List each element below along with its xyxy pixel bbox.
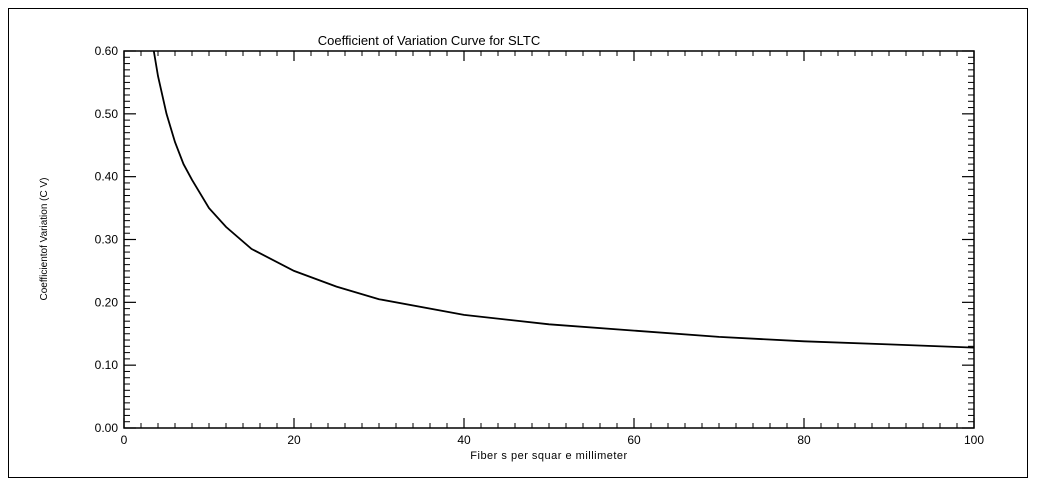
x-axis-label: Fiber s per squar e millimeter <box>470 450 627 462</box>
chart-title: Coefficient of Variation Curve for SLTC <box>318 33 541 48</box>
x-tick-label: 0 <box>121 433 128 447</box>
cv-curve-line <box>152 50 975 349</box>
y-tick-label: 0.60 <box>95 44 119 58</box>
y-tick-label: 0.20 <box>95 295 119 309</box>
y-axis: 0.00 0.10 0.20 0.30 0.40 0.50 0.60 <box>95 44 974 435</box>
y-tick-label: 0.30 <box>95 233 119 247</box>
plot-area <box>123 50 975 429</box>
x-tick-label: 20 <box>287 433 301 447</box>
y-tick-label: 0.50 <box>95 107 119 121</box>
y-tick-label: 0.10 <box>95 358 119 372</box>
y-axis-label: Coefficientof Variation (C V) <box>39 177 50 300</box>
y-tick-label: 0.40 <box>95 170 119 184</box>
y-tick-label: 0.00 <box>95 421 119 435</box>
x-tick-label: 100 <box>964 433 984 447</box>
minor-ticks <box>124 51 974 428</box>
x-tick-label: 80 <box>797 433 811 447</box>
x-axis: 0 20 40 60 80 100 <box>121 51 984 447</box>
figure-frame: Coefficient of Variation Curve for SLTC … <box>8 8 1028 478</box>
coefficient-of-variation-chart: Coefficient of Variation Curve for SLTC … <box>39 33 984 462</box>
x-tick-label: 40 <box>457 433 471 447</box>
x-tick-label: 60 <box>627 433 641 447</box>
